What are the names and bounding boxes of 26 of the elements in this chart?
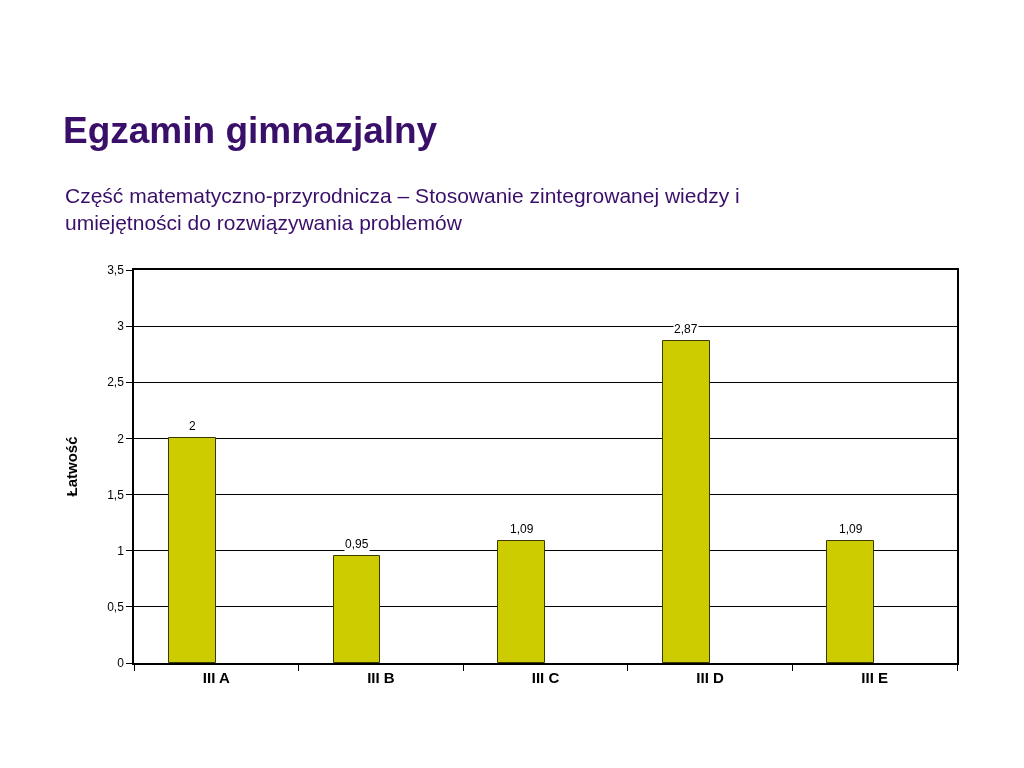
y-tick-label: 1,5 [107,487,125,502]
y-tick-label: 2,5 [107,375,125,390]
x-tick-label: III A [202,668,230,686]
x-tick-label: III C [531,668,560,686]
chart-title: Egzamin gimnazjalny [63,109,438,151]
data-label: 1,09 [839,522,863,536]
chart-subtitle: Część matematyczno-przyrodnicza – Stosowanie zintegrowanej wiedzy i umiejętności do rozwiązywania problemów [65,184,740,235]
data-label: 2,87 [674,322,698,336]
bar [497,540,545,663]
y-tick-label: 3 [117,319,125,334]
y-tick-label: 1 [117,543,125,558]
bar [168,437,216,663]
bar [333,555,380,663]
data-label: 1,09 [510,522,534,536]
y-tick-label: 0,5 [107,600,125,615]
y-tick-label: 3,5 [107,263,125,278]
bar [826,540,874,663]
bar [662,340,710,663]
data-label: 0,95 [345,537,369,551]
y-tick-label: 2 [117,431,125,446]
data-label: 2 [189,419,196,433]
x-tick-label: III E [861,668,889,686]
x-tick-label: III B [367,668,395,686]
y-axis-title: Łatwość [62,436,80,497]
x-tick-label: III D [696,668,725,686]
y-tick-label: 0 [117,656,125,671]
